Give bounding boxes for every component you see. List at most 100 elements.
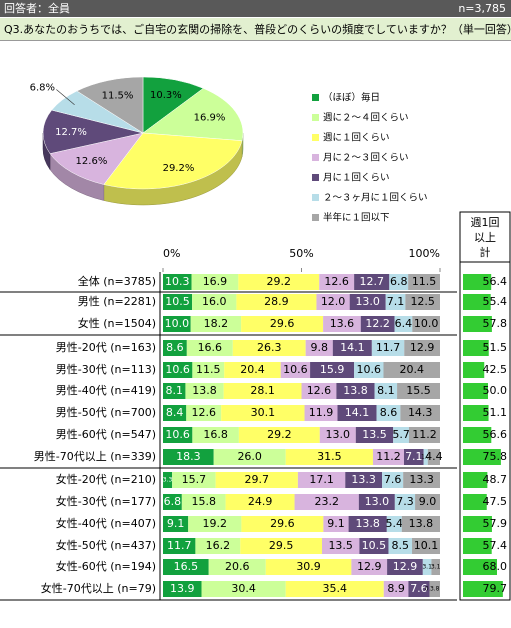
bar-segment <box>401 516 440 532</box>
bar-segment <box>385 294 406 310</box>
segment-label: 29.5 <box>269 539 294 552</box>
segment-label: 13.0 <box>365 495 390 508</box>
segment-label: 20.4 <box>240 363 265 376</box>
segment-label: 10.6 <box>165 428 190 441</box>
total-bar <box>463 294 491 310</box>
row-label: 女性-20代 (n=210) <box>56 472 156 486</box>
segment-label: 15.8 <box>191 495 216 508</box>
bar-segment <box>241 516 324 532</box>
bar-segment <box>232 340 306 356</box>
bar-segment <box>192 427 239 443</box>
bar-segment <box>412 316 440 332</box>
segment-label: 13.9 <box>170 582 195 595</box>
segment-label: 7.6 <box>384 473 402 486</box>
segment-label: 19.2 <box>203 517 228 530</box>
segment-label: 10.0 <box>414 317 439 330</box>
segment-label: 11.2 <box>376 450 401 463</box>
total-bar <box>463 362 485 378</box>
total-header: 週1回以上計 <box>470 215 500 259</box>
row-label: 男性-60代 (n=547) <box>56 427 156 441</box>
bar-segment <box>285 449 373 465</box>
segment-label: 7.1 <box>387 295 405 308</box>
segment-label: 13.5 <box>362 428 387 441</box>
total-label: 42.5 <box>483 363 508 376</box>
segment-label: 10.5 <box>165 295 190 308</box>
bar-segment <box>195 538 241 554</box>
slice-label: 12.7% <box>55 127 87 138</box>
segment-label: 10.6 <box>165 363 190 376</box>
bar-segment <box>431 559 440 575</box>
segment-label: 3.1 <box>431 564 441 571</box>
bar-segment <box>387 559 423 575</box>
bar-segment <box>297 472 346 488</box>
total-label: 75.8 <box>483 450 508 463</box>
bar-segment <box>241 316 324 332</box>
segment-label: 15.7 <box>182 473 207 486</box>
bar-segment <box>382 472 404 488</box>
total-bar <box>463 405 489 421</box>
total-label: 56.6 <box>483 428 508 441</box>
bar-segment <box>163 383 186 399</box>
segment-label: 9.8 <box>310 341 328 354</box>
bar-segment <box>280 362 311 378</box>
segment-label: 12.6 <box>307 384 332 397</box>
segment-label: 16.8 <box>203 428 228 441</box>
bar-segment <box>163 316 191 332</box>
slice-label: 6.8% <box>30 83 55 94</box>
bar-segment <box>172 472 216 488</box>
bar-segment <box>388 538 413 554</box>
segment-label: 10.3 <box>165 275 190 288</box>
slice-label: 11.5% <box>102 90 134 101</box>
bar-segment <box>389 274 409 290</box>
slice-label: 16.9% <box>194 113 226 124</box>
segment-label: 10.1 <box>414 539 439 552</box>
total-label: 57.4 <box>483 539 508 552</box>
bar-segment <box>345 472 383 488</box>
header-bar <box>0 0 511 17</box>
bar-segment <box>186 340 233 356</box>
bar-segment <box>163 516 189 532</box>
segment-label: 10.0 <box>165 317 190 330</box>
bar-segment <box>225 494 295 510</box>
bar-segment <box>348 516 387 532</box>
segment-label: 12.6 <box>324 275 349 288</box>
bar-segment <box>332 340 372 356</box>
total-label: 57.9 <box>483 517 508 530</box>
bar-segment <box>374 383 398 399</box>
bar-segment <box>301 383 337 399</box>
total-label: 50.0 <box>483 384 508 397</box>
bar-segment <box>163 427 193 443</box>
bar-segment <box>408 274 440 290</box>
slice-label: 29.2% <box>163 163 195 174</box>
segment-label: 8.9 <box>387 582 405 595</box>
segment-label: 6.8 <box>390 275 408 288</box>
bar-segment <box>223 383 302 399</box>
total-label: 51.1 <box>483 406 508 419</box>
legend-swatch <box>312 114 319 121</box>
bar-segment <box>163 538 196 554</box>
bar-segment <box>224 362 281 378</box>
row-label: 男性-50代 (n=700) <box>56 405 156 419</box>
segment-label: 30.9 <box>296 560 321 573</box>
bar-segment <box>336 383 375 399</box>
row-label: 男性-20代 (n=163) <box>56 340 156 354</box>
bar-segment <box>294 494 359 510</box>
bar-segment <box>354 274 390 290</box>
total-label: 47.5 <box>483 495 508 508</box>
pie-slice <box>42 109 144 154</box>
bar-segment <box>394 316 413 332</box>
segment-label: 17.1 <box>309 473 334 486</box>
bar-segment <box>240 538 322 554</box>
bar-segment <box>163 340 187 356</box>
bar-segment <box>181 494 226 510</box>
segment-label: 8.1 <box>165 384 183 397</box>
segment-label: 13.8 <box>355 517 380 530</box>
bar-segment <box>376 405 401 421</box>
segment-label: 13.0 <box>326 428 351 441</box>
pie-slice <box>76 76 144 134</box>
segment-label: 23.2 <box>314 495 339 508</box>
segment-label: 31.5 <box>317 450 342 463</box>
bar-segment <box>285 581 384 597</box>
row-label: 女性-30代 (n=177) <box>56 494 156 508</box>
total-label: 57.8 <box>483 317 508 330</box>
